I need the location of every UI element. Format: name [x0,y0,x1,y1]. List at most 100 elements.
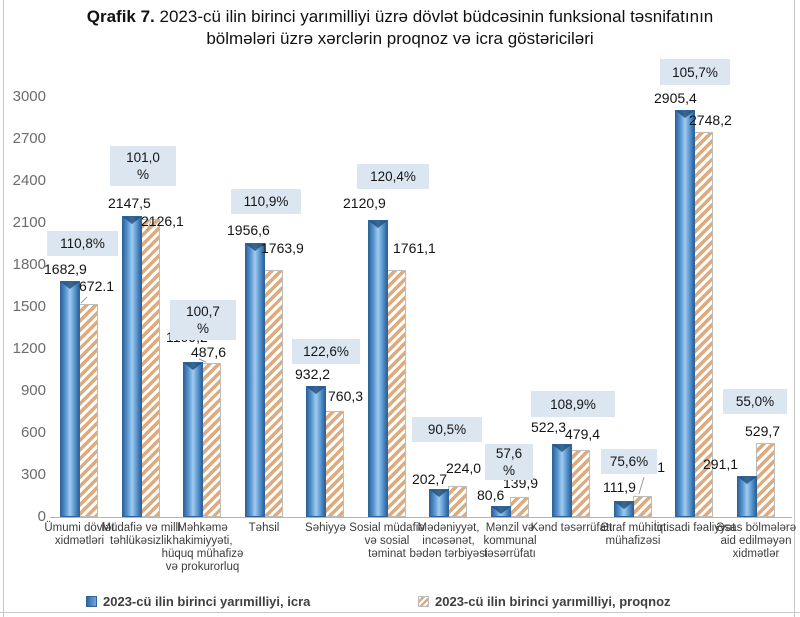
category-label: Sosial müdafiə və sosial təminat [349,522,425,560]
chart-title-text: 2023-cü ilin birinci yarımilliyi üzrə dö… [154,7,714,48]
percent-badge: 105,7% [660,59,730,85]
bar-icra [552,443,572,517]
percent-badge: 108,9% [531,391,615,417]
value-label-proqnoz: 2126,1 [141,213,184,229]
bar-top-notch [368,221,387,229]
value-label-icra: 2147,5 [108,195,151,211]
bar-top-notch [430,489,448,497]
value-label-icra: 291,1 [703,456,739,472]
bar-icra [60,281,80,517]
bar-icra [306,386,326,517]
bar-icra [367,220,388,517]
y-tick-label: 600 [20,424,46,441]
percent-badge: 75,6% [601,449,657,474]
value-label-icra: 1682,9 [44,261,87,277]
bar-top-notch [184,362,202,370]
legend-label-proqnoz: 2023-cü ilin birinci yarımilliyi, proqno… [435,594,671,609]
chart-title: Qrafik 7. 2023-cü ilin birinci yarımilli… [85,6,715,50]
category-label: Səhiyyə [305,522,346,534]
category-label: Kənd təsərrüfatı [530,522,613,534]
category-label: Ümumi dövlət xidmətləri [44,522,115,547]
bar-top-notch [122,217,141,225]
bar-icra [675,110,695,517]
percent-badge: 55,0% [723,389,787,414]
legend-item-proqnoz: 2023-cü ilin birinci yarımilliyi, proqno… [418,594,671,609]
y-tick-label: 3000 [12,88,46,105]
legend-swatch-icra [86,596,97,607]
category-label: İqtisadi fəaliyyət [653,522,736,534]
value-label-proqnoz: 529,7 [745,423,781,439]
value-label-icra: 202,7 [412,471,448,487]
y-tick-label: 0 [37,508,46,525]
percent-badge: 120,4% [357,164,429,189]
value-label-icra: 80,6 [477,487,505,503]
bar-proqnoz [755,442,775,517]
value-label-icra: 522,3 [531,419,567,435]
percent-badge: 122,6% [292,339,360,364]
y-tick-label: 1200 [12,340,46,357]
bar-icra [429,488,449,517]
x-axis-line [50,517,792,518]
value-label-icra: 2905,4 [654,90,697,106]
legend-swatch-proqnoz [418,596,429,607]
bar-top-notch [61,282,79,290]
y-tick-label: 2400 [12,172,46,189]
category-label: Məhkəmə hakimiyyəti, hüquq mühafizə və p… [161,522,244,573]
category-label: Əsas bölmələrə aid edilməyən xidmətlər [715,522,797,560]
bar-proqnoz [140,219,160,517]
y-tick-label: 900 [20,382,46,399]
bar-icra [490,505,511,517]
chart-title-prefix: Qrafik 7. [86,7,155,26]
value-label-icra: 2120,9 [343,195,386,211]
category-label: Mənzil və kommunal təsərrüfatı [483,522,537,560]
y-tick-label: 1800 [12,256,46,273]
bar-proqnoz [325,410,344,517]
legend-label-icra: 2023-cü ilin birinci yarımilliyi, icra [103,594,311,609]
y-tick-label: 1500 [12,298,46,315]
bar-top-notch [614,502,633,510]
bar-proqnoz [448,485,467,517]
bar-top-notch [553,444,571,452]
category-label: Təhsil [248,522,280,534]
value-label-proqnoz: 1761,1 [393,240,436,256]
page-border-right [794,0,795,617]
bar-icra [183,361,203,517]
value-label-proqnoz: 760,3 [328,388,364,404]
percent-badge: 110,8% [47,231,118,256]
bar-proqnoz [263,270,283,517]
y-tick-label: 300 [20,466,46,483]
bar-proqnoz [509,497,529,517]
y-tick-label: 2100 [12,214,46,231]
bar-icra [613,501,634,517]
value-label-proqnoz: 487,6 [191,344,227,360]
category-label: Müdafiə və milli təhlükəsizlik [101,522,181,547]
percent-badge: 101,0 % [110,146,176,186]
y-tick-label: 2700 [12,130,46,147]
leader-line [638,476,645,495]
bar-top-notch [245,244,264,252]
value-label-proqnoz: 2748,2 [689,112,732,128]
page-border-bottom [0,612,800,613]
percent-badge: 100,7 % [170,300,236,340]
bar-icra [121,216,142,517]
category-label: Mədəniyyət, incəsənət, bədən tərbiyəsi [409,522,488,560]
bar-proqnoz [571,449,590,517]
category-label: Ətraf mühitin mühafizəsi [600,522,666,547]
bar-proqnoz [79,304,98,517]
percent-badge: 90,5% [412,417,482,442]
bar-proqnoz [386,270,406,517]
legend-item-icra: 2023-cü ilin birinci yarımilliyi, icra [86,594,310,609]
bar-top-notch [307,387,325,395]
bar-icra [244,243,265,517]
page-border-left [3,0,4,617]
bar-proqnoz [632,496,652,517]
bar-top-notch [737,477,756,485]
value-label-icra: 932,2 [295,366,331,382]
bar-proqnoz [202,362,221,517]
bar-top-notch [491,506,510,514]
value-label-proqnoz: 1763,9 [261,240,304,256]
percent-badge: 57,6 % [485,444,533,480]
value-label-proqnoz: 479,4 [565,426,601,442]
value-label-proqnoz: 224,0 [446,460,482,476]
